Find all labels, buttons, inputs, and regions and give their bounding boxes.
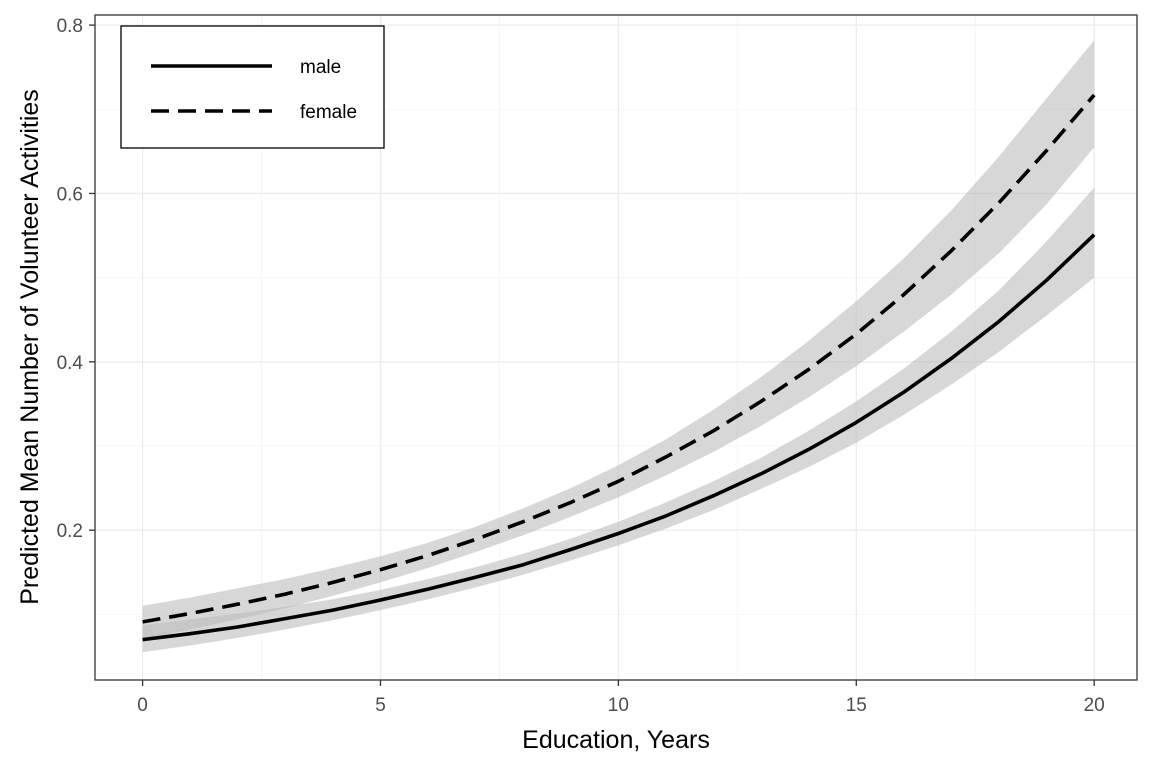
x-tick-label: 10 <box>608 695 629 716</box>
x-axis-title: Education, Years <box>522 726 710 754</box>
series-line-male <box>142 233 1096 642</box>
plot-panel-border <box>94 14 1138 681</box>
x-tick-label: 20 <box>1084 695 1105 716</box>
y-tick-label: 0.8 <box>57 16 83 37</box>
x-tick-label: 0 <box>137 695 148 716</box>
y-axis-title: Predicted Mean Number of Volunteer Activ… <box>16 89 44 605</box>
y-tick-label: 0.6 <box>57 184 83 205</box>
y-tick-label: 0.2 <box>57 521 83 542</box>
series-lines <box>142 93 1096 642</box>
axis-ticks <box>89 24 1095 686</box>
series-line-female <box>142 93 1096 624</box>
x-tick-label: 5 <box>375 695 386 716</box>
legend: male female <box>120 25 385 149</box>
legend-label-male: male <box>300 57 341 78</box>
legend-label-female: female <box>300 102 357 123</box>
x-tick-label: 15 <box>846 695 867 716</box>
y-tick-label: 0.4 <box>57 353 84 374</box>
axis-tick-labels: 0 5 10 15 20 0.2 0.4 0.6 0.8 <box>57 16 1105 716</box>
legend-box <box>120 25 385 149</box>
